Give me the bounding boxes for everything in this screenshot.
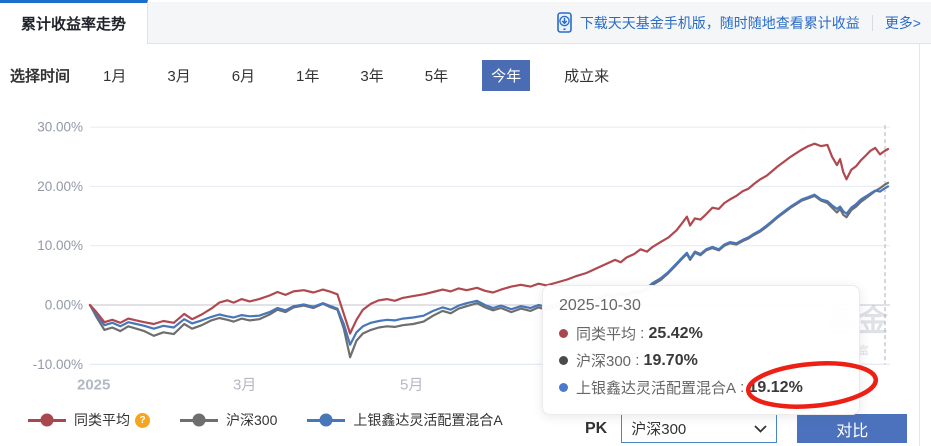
time-option-6m[interactable]: 6月 [231,67,256,85]
phone-download-icon [556,12,573,33]
return-chart[interactable]: 30.00% 20.00% 10.00% 0.00% -10.00% 2025 3月 5月 [0,115,931,405]
time-option-3m[interactable]: 3月 [167,67,191,85]
svg-text:10.00%: 10.00% [37,238,83,253]
pk-label: PK [585,419,608,437]
chart-svg: 30.00% 20.00% 10.00% 0.00% -10.00% 2025 3月 5月 [33,120,890,393]
svg-text:0.00%: 0.00% [45,298,83,313]
svg-text:5月: 5月 [400,376,423,393]
blue-dot-icon [559,383,568,392]
tooltip-row-peer-average: 同类平均 : 25.42% [559,320,843,347]
svg-text:30.00%: 30.00% [37,120,83,135]
time-option-3y[interactable]: 3年 [360,67,384,85]
svg-text:2025: 2025 [77,376,110,393]
legend-marker-gray [180,418,218,422]
more-link[interactable]: 更多> [884,14,921,31]
time-option-since-inception[interactable]: 成立来 [564,67,610,85]
legend-item-peer-average[interactable]: 同类平均 ? [28,410,150,430]
chart-legend: 同类平均 ? 沪深300 上银鑫达灵活配置混合A [28,410,533,430]
time-option-5y[interactable]: 5年 [424,67,449,85]
panel-right-border [919,44,920,446]
tooltip-row-fund: 上银鑫达灵活配置混合A : 19.12% [559,374,843,401]
compare-button[interactable]: 对比 [797,414,908,443]
svg-text:-10.00%: -10.00% [33,357,83,372]
benchmark-select-value: 沪深300 [631,421,687,438]
time-option-ytd[interactable]: 今年 [482,59,531,91]
legend-marker-blue [307,418,346,422]
benchmark-select[interactable]: 沪深300 [621,414,778,443]
time-selector-label: 选择时间 [10,67,71,85]
svg-text:3月: 3月 [233,376,256,393]
chart-tooltip: 2025-10-30 同类平均 : 25.42% 沪深300 : 19.70% … [542,285,860,415]
dark-dot-icon [559,356,568,365]
time-option-1m[interactable]: 1月 [103,67,127,85]
svg-text:20.00%: 20.00% [37,179,83,194]
red-dot-icon [559,329,568,338]
tooltip-row-csi300: 沪深300 : 19.70% [559,347,843,374]
legend-marker-red [28,418,66,422]
tab-cumulative-return[interactable]: 累计收益率走势 [0,0,148,44]
help-icon[interactable]: ? [135,412,150,428]
header-strip: 下载天天基金手机版，随时随地查看累计收益 更多> [148,2,931,44]
header-divider [871,14,873,31]
legend-item-csi300[interactable]: 沪深300 [180,410,277,430]
chevron-down-icon [754,424,767,433]
download-app-link[interactable]: 下载天天基金手机版，随时随地查看累计收益 [556,12,860,33]
download-app-text: 下载天天基金手机版，随时随地查看累计收益 [579,14,860,31]
legend-item-fund[interactable]: 上银鑫达灵活配置混合A [307,410,503,430]
pk-compare-row: PK 沪深300 对比 [585,414,908,443]
time-range-selector: 选择时间 1月 3月 6月 1年 3年 5年 今年 成立来 [10,59,643,91]
time-option-1y[interactable]: 1年 [296,67,320,85]
tooltip-date: 2025-10-30 [559,297,641,314]
